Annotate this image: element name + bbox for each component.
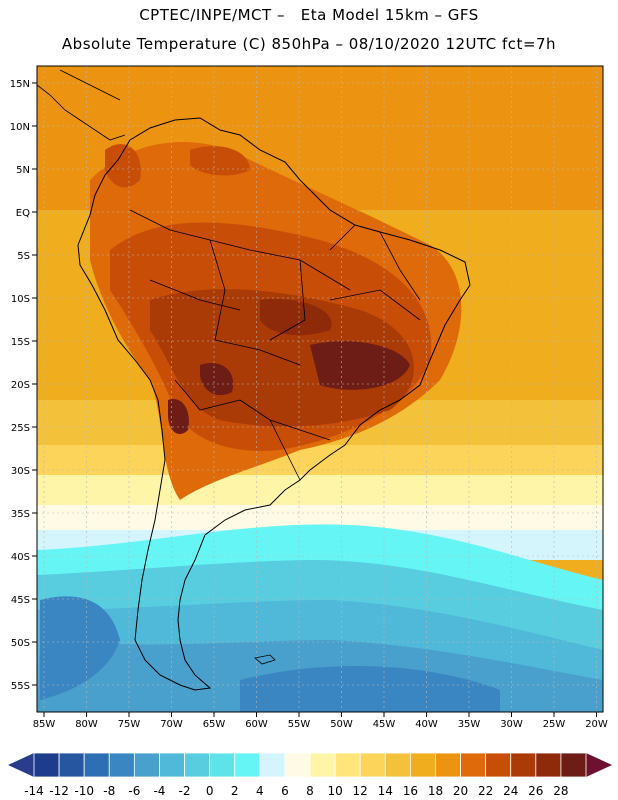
colorbar-cell <box>209 752 236 778</box>
colorbar-cell <box>435 752 461 778</box>
lat-label: 25S <box>11 423 30 434</box>
lat-label: 5N <box>16 165 30 176</box>
lon-label: 65W <box>203 719 226 730</box>
colorbar-cell <box>108 752 135 778</box>
colorbar-cell <box>33 752 60 778</box>
south-america-coastline <box>77 117 471 691</box>
colorbar-cell <box>58 752 85 778</box>
colorbar-label: -10 <box>74 784 94 798</box>
colorbar-cell <box>384 752 411 778</box>
lat-label: 10N <box>10 122 30 133</box>
colorbar-label: 16 <box>403 784 418 798</box>
colorbar-cell <box>535 752 562 778</box>
lat-label: 10S <box>11 294 30 305</box>
colorbar-cell <box>510 752 537 778</box>
lon-label: 45W <box>373 719 396 730</box>
colorbar-label: -4 <box>153 784 165 798</box>
map-frame <box>36 65 604 713</box>
colorbar-label: 12 <box>353 784 368 798</box>
lat-label: 5S <box>17 251 30 262</box>
axis-ticks <box>32 82 597 717</box>
lon-label: 75W <box>118 719 141 730</box>
graticule <box>37 66 603 712</box>
colorbar-cell <box>560 752 587 778</box>
colorbar-cell <box>234 752 261 778</box>
colorbar-cell <box>133 752 160 778</box>
colorbar-label: -14 <box>24 784 44 798</box>
lon-label: 80W <box>75 719 98 730</box>
colorbar-label: -2 <box>179 784 191 798</box>
falkland-islands <box>254 654 276 665</box>
lon-label: 70W <box>160 719 183 730</box>
colorbar-label: 14 <box>378 784 393 798</box>
lat-label: 20S <box>11 380 30 391</box>
colorbar-label: -12 <box>49 784 69 798</box>
lat-label: 30S <box>11 466 30 477</box>
colorbar-cell <box>284 752 311 778</box>
lat-label: 40S <box>11 552 30 563</box>
colorbar-under-arrow <box>8 753 34 777</box>
lon-label: 35W <box>458 719 481 730</box>
lat-label: 55S <box>11 681 30 692</box>
lon-label: 30W <box>500 719 523 730</box>
colorbar-label: 8 <box>306 784 314 798</box>
colorbar-label: 0 <box>206 784 214 798</box>
colorbar-cell <box>460 752 487 778</box>
colorbar-cell <box>159 752 185 778</box>
lat-label: 45S <box>11 595 30 606</box>
colorbar-cell <box>409 752 436 778</box>
chart-title-line1: CPTEC/INPE/MCT – Eta Model 15km – GFS <box>139 6 479 24</box>
colorbar-label: 10 <box>327 784 342 798</box>
latitude-labels: 15N 10N 5N EQ 5S 10S 15S 20S 25S 30S 35S… <box>10 79 30 692</box>
colorbar-cell <box>184 752 211 778</box>
lon-label: 50W <box>330 719 353 730</box>
colorbar-label: 18 <box>428 784 443 798</box>
central-america-coastline <box>37 69 126 141</box>
colorbar-label: 4 <box>256 784 264 798</box>
colorbar-label: 22 <box>478 784 493 798</box>
lon-label: 40W <box>415 719 438 730</box>
colorbar: -14 -12 -10 -8 -6 -4 -2 0 2 4 6 8 10 12 14 16 18 20 22 24 26… <box>8 752 612 798</box>
chart-title-line2: Absolute Temperature (C) 850hPa – 08/10/… <box>61 35 557 53</box>
colorbar-label: -8 <box>103 784 115 798</box>
lat-label: 15N <box>10 79 30 90</box>
lon-label: 85W <box>33 719 56 730</box>
temperature-field <box>37 66 603 712</box>
colorbar-label: 28 <box>553 784 568 798</box>
colorbar-label: 6 <box>281 784 289 798</box>
lat-label: 35S <box>11 509 30 520</box>
lon-label: 20W <box>585 719 608 730</box>
lat-label: EQ <box>16 208 30 219</box>
longitude-labels: 85W 80W 75W 70W 65W 60W 55W 50W 45W 40W … <box>33 719 608 730</box>
colorbar-cell <box>359 752 386 778</box>
colorbar-label: 2 <box>231 784 239 798</box>
colorbar-label: 26 <box>528 784 543 798</box>
lon-label: 60W <box>245 719 268 730</box>
colorbar-cell <box>485 752 512 778</box>
colorbar-over-arrow <box>586 753 612 777</box>
colorbar-label: 24 <box>503 784 518 798</box>
lon-label: 55W <box>288 719 311 730</box>
colorbar-cell <box>309 752 336 778</box>
colorbar-cell <box>83 752 110 778</box>
lon-label: 25W <box>543 719 566 730</box>
colorbar-cell <box>259 752 286 778</box>
colorbar-label: -6 <box>128 784 140 798</box>
colorbar-label: 20 <box>453 784 468 798</box>
lat-label: 50S <box>11 638 30 649</box>
colorbar-cell <box>334 752 361 778</box>
lat-label: 15S <box>11 337 30 348</box>
country-borders <box>129 209 421 481</box>
